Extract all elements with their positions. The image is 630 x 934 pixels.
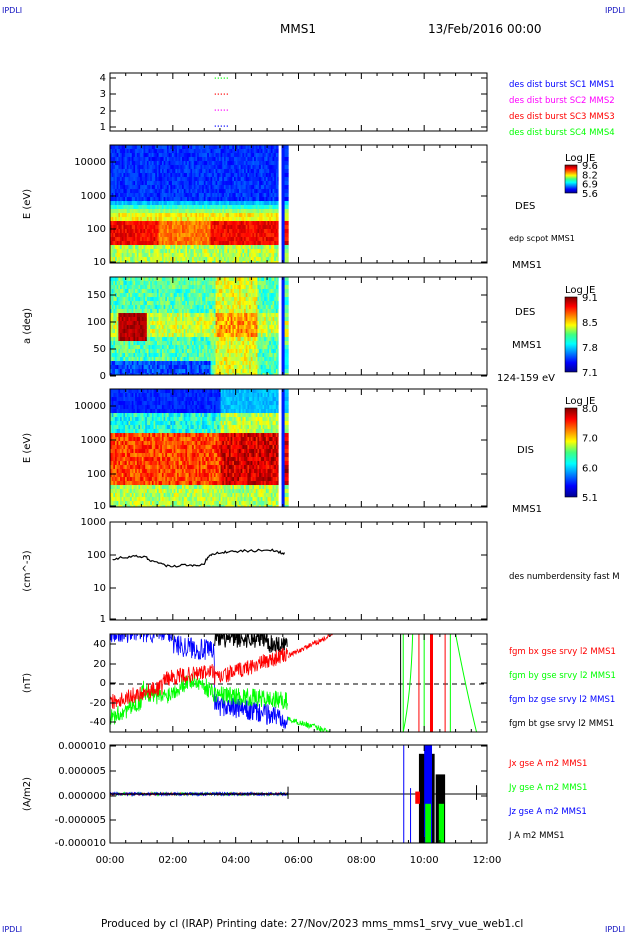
spectrogram-cell <box>284 169 289 174</box>
spectrogram-cell <box>284 145 289 150</box>
availability-mark <box>223 125 225 127</box>
availability-mark <box>214 77 216 79</box>
availability-mark <box>226 93 228 95</box>
spectrogram-cell <box>284 225 289 230</box>
spectrogram-cell <box>284 209 289 214</box>
spectrogram-cell <box>284 253 289 258</box>
spectrogram-cells <box>110 145 289 263</box>
availability-mark <box>220 93 222 95</box>
availability-mark <box>217 109 219 111</box>
spectrogram-cell <box>284 157 289 162</box>
spectrogram-cell <box>284 249 289 254</box>
spectrogram-cell <box>284 193 289 198</box>
availability-mark <box>223 77 225 79</box>
spectrogram-cell <box>284 205 289 210</box>
availability-mark <box>217 93 219 95</box>
date-title: 13/Feb/2016 00:00 <box>428 22 542 36</box>
spectrogram-cells <box>110 277 289 375</box>
spectrogram-cell <box>284 237 289 242</box>
availability-mark <box>217 77 219 79</box>
spectrogram-cell <box>284 177 289 182</box>
spectrogram-cell <box>284 217 289 222</box>
footer-caption: Produced by cl (IRAP) Printing date: 27/… <box>101 918 524 930</box>
availability-mark <box>220 125 222 127</box>
availability-mark <box>226 125 228 127</box>
availability-mark <box>214 93 216 95</box>
spectrogram-cell <box>284 241 289 246</box>
data-gap-edge <box>281 145 285 263</box>
data-gap <box>278 145 282 263</box>
spectrogram-cell <box>284 165 289 170</box>
spectrogram-cell <box>284 261 289 263</box>
availability-mark <box>220 77 222 79</box>
spectrogram-cell <box>284 221 289 226</box>
spectrogram-cell <box>284 245 289 250</box>
spectrogram-cell <box>284 181 289 186</box>
spectrogram-cell <box>284 229 289 234</box>
spectrogram-cell <box>284 233 289 238</box>
availability-mark <box>226 109 228 111</box>
spectrogram-cell <box>284 197 289 202</box>
availability-mark <box>223 93 225 95</box>
spectrogram-cell <box>284 153 289 158</box>
availability-mark <box>220 109 222 111</box>
corner-mark-bottom-right: IPDLI <box>605 925 626 934</box>
availability-mark <box>217 125 219 127</box>
corner-mark-top-right: IPDLI <box>605 6 626 15</box>
spectrogram-cell <box>284 201 289 206</box>
corner-mark-bottom-left: IPDLI <box>2 925 23 934</box>
availability-mark <box>214 109 216 111</box>
availability-mark <box>214 125 216 127</box>
spectrogram-cell <box>284 185 289 190</box>
spectrogram-cell <box>284 161 289 166</box>
spectrogram-cell <box>284 149 289 154</box>
spacecraft-title: MMS1 <box>280 22 316 36</box>
spectrogram-cell <box>284 257 289 262</box>
availability-mark <box>226 77 228 79</box>
corner-mark-top-left: IPDLI <box>2 6 23 15</box>
spectrogram-cell <box>284 213 289 218</box>
availability-mark <box>223 109 225 111</box>
spectrogram-cell <box>284 189 289 194</box>
spectrogram-cell <box>284 173 289 178</box>
